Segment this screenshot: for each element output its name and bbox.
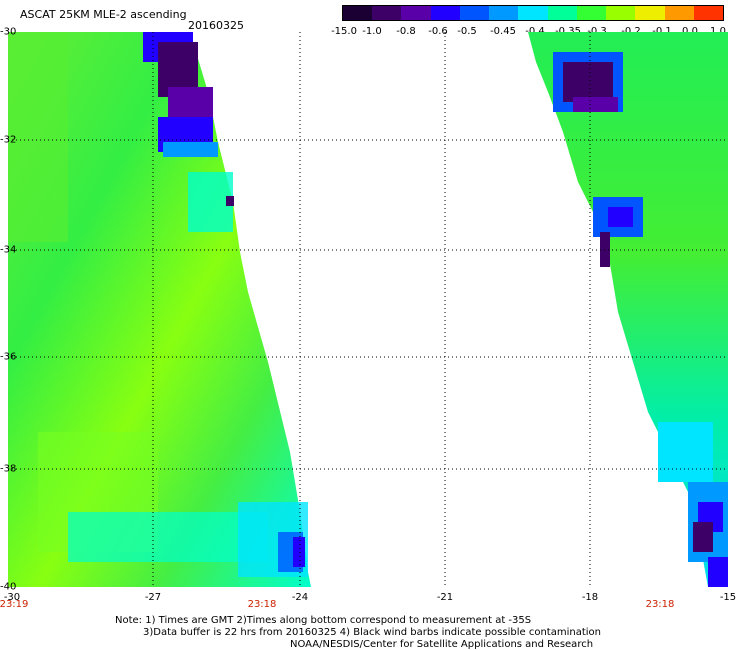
y-tick: -32 [0,134,17,146]
colorbar-swatch-8 [547,6,577,20]
x-tick: -24 [291,592,309,603]
x-tick: -15 [719,592,737,603]
colorbar-label: -0.3 [587,26,607,37]
colorbar-label: -0.35 [555,26,581,37]
x-tick: -27 [144,592,162,603]
colorbar [342,5,724,21]
time-label: 23:18 [645,599,675,610]
time-label: 23:19 [0,599,29,610]
colorbar-swatch-1 [343,6,373,20]
x-tick: -30 [3,592,21,603]
y-tick: -40 [0,581,17,593]
colorbar-swatch-10 [606,6,636,20]
colorbar-label: -15.0 [331,26,357,37]
note-line-3: NOAA/NESDIS/Center for Satellite Applica… [290,639,594,650]
colorbar-swatch-13 [693,6,724,20]
colorbar-label: -0.8 [396,26,416,37]
note-line-2: 3)Data buffer is 22 hrs from 20160325 4)… [143,627,601,638]
colorbar-label: -1.0 [362,26,382,37]
y-tick: -34 [0,244,17,256]
note-line-1: Note: 1) Times are GMT 2)Times along bot… [115,615,532,626]
swath-left [8,32,311,587]
y-tick: -38 [0,463,17,475]
colorbar-swatch-2 [372,6,402,20]
colorbar-label: -0.45 [490,26,516,37]
colorbar-label: 1.0 [710,26,726,37]
y-tick: -36 [0,351,17,363]
colorbar-swatch-12 [664,6,694,20]
colorbar-swatch-11 [635,6,665,20]
colorbar-swatch-6 [489,6,519,20]
colorbar-label: -0.5 [457,26,477,37]
colorbar-swatch-7 [518,6,548,20]
colorbar-swatch-9 [576,6,607,20]
colorbar-swatch-4 [430,6,460,20]
product-date: 20160325 [188,19,244,32]
time-label: 23:18 [247,599,277,610]
colorbar-label: -0.1 [652,26,672,37]
colorbar-swatch-5 [459,6,490,20]
map-plot [8,32,728,587]
colorbar-label: -0.4 [525,26,545,37]
x-tick: -21 [436,592,454,603]
product-title: ASCAT 25KM MLE-2 ascending [20,8,187,21]
colorbar-label: -0.6 [428,26,448,37]
y-tick: -30 [0,26,17,38]
map-grid [8,32,728,587]
swath-right [528,32,728,587]
colorbar-label: -0.2 [621,26,641,37]
colorbar-swatch-3 [401,6,431,20]
colorbar-label: 0.0 [682,26,698,37]
x-tick: -18 [581,592,599,603]
